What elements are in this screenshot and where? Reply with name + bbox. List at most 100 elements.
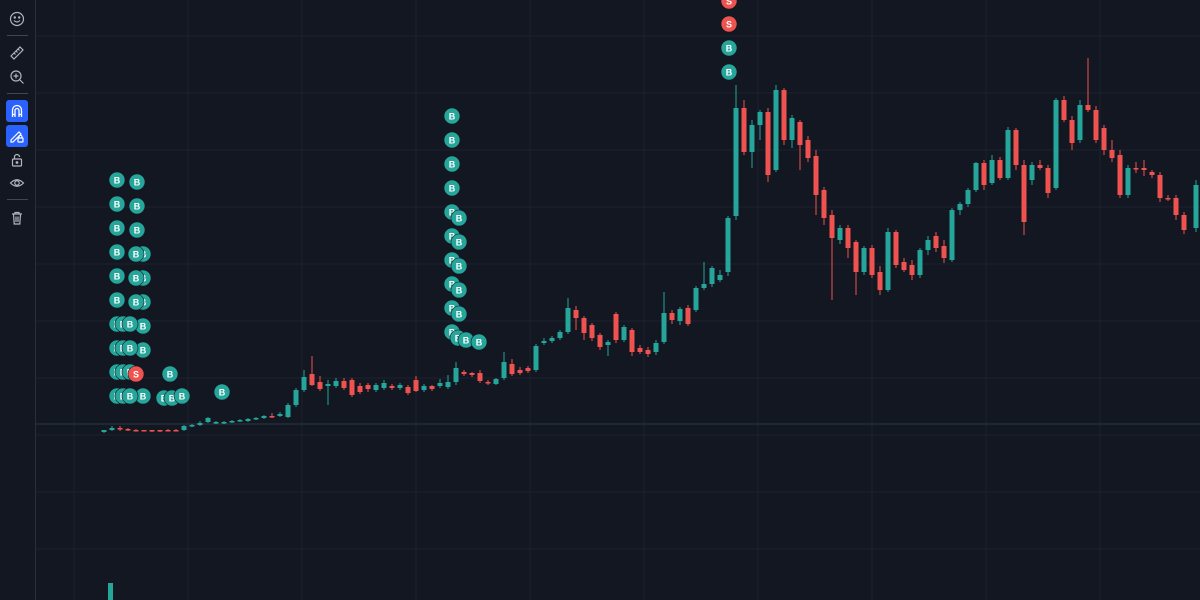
- candle-body: [189, 425, 195, 427]
- candle-body: [357, 386, 363, 392]
- buy-marker-label: B: [133, 298, 140, 308]
- buy-marker-label: B: [114, 272, 121, 282]
- candle-body: [581, 318, 587, 333]
- candle-body: [1013, 130, 1019, 165]
- buy-marker: [121, 315, 139, 333]
- candle-body: [405, 387, 411, 393]
- candle-body: [101, 430, 107, 432]
- candle-body: [221, 422, 227, 424]
- candle-body: [229, 421, 235, 423]
- candle-body: [389, 386, 395, 388]
- candle-body: [781, 90, 787, 140]
- candle-body: [845, 228, 851, 248]
- buy-marker: [161, 365, 179, 383]
- candle-body: [1093, 110, 1099, 140]
- toolbar-divider: [7, 35, 28, 36]
- buy-marker: [121, 387, 139, 405]
- chart-canvas[interactable]: BBBBBBBBBBBBBBBBBBBBBBBBBBBBBBSBBBBBBBBB…: [36, 0, 1200, 600]
- candle-body: [821, 190, 827, 218]
- candle-body: [813, 156, 819, 195]
- candle-body: [533, 346, 539, 370]
- buy-marker-label: B: [449, 136, 456, 146]
- candle-body: [125, 429, 131, 431]
- buy-marker-label: B: [456, 214, 463, 224]
- buy-marker-label: B: [169, 394, 176, 404]
- buy-marker-label: B: [449, 112, 456, 122]
- buy-marker-label: B: [114, 296, 121, 306]
- candle-body: [877, 272, 883, 290]
- emoji-icon[interactable]: [6, 8, 28, 30]
- left-toolbar: [0, 0, 36, 600]
- buy-marker: [443, 131, 461, 149]
- buy-marker: [450, 209, 468, 227]
- candle-body: [1045, 168, 1051, 193]
- buy-marker: [443, 107, 461, 125]
- candle-body: [573, 310, 579, 318]
- candle-body: [309, 374, 315, 385]
- candle-body: [893, 232, 899, 265]
- lock-icon[interactable]: [6, 149, 28, 171]
- candle-body: [245, 419, 251, 421]
- candle-body: [173, 430, 179, 432]
- buy-marker-label: B: [463, 336, 470, 346]
- sell-marker-label: S: [133, 370, 139, 380]
- buy-marker: [108, 243, 126, 261]
- candle-body: [909, 265, 915, 275]
- buy-marker-label: B: [133, 250, 140, 260]
- buy-marker-label: B: [134, 202, 141, 212]
- candle-body: [133, 430, 139, 432]
- buy-marker: [450, 281, 468, 299]
- lock-drawing-icon[interactable]: [6, 125, 28, 147]
- candle-body: [805, 140, 811, 158]
- buy-marker: [108, 267, 126, 285]
- buy-marker: [108, 171, 126, 189]
- candle-body: [413, 380, 419, 391]
- buy-marker-label: B: [456, 262, 463, 272]
- buy-marker: [127, 245, 145, 263]
- candle-body: [1101, 128, 1107, 150]
- magnet-icon[interactable]: [6, 100, 28, 122]
- candle-body: [557, 332, 563, 338]
- candle-body: [589, 325, 595, 338]
- candle-body: [149, 430, 155, 432]
- candle-body: [157, 430, 163, 432]
- candle-body: [421, 386, 427, 390]
- buy-marker-label: B: [449, 232, 456, 242]
- candle-body: [253, 418, 259, 420]
- candle-body: [373, 385, 379, 390]
- price-chart[interactable]: BBBBBBBBBBBBBBBBBBBBBBBBBBBBBBSBBBBBBBBB…: [36, 0, 1200, 600]
- buy-marker: [450, 233, 468, 251]
- buy-marker: [108, 219, 126, 237]
- candle-body: [301, 377, 307, 390]
- volume-bar: [108, 583, 113, 600]
- buy-marker: [127, 269, 145, 287]
- ruler-icon[interactable]: [6, 42, 28, 64]
- trash-icon[interactable]: [6, 207, 28, 229]
- candle-body: [1125, 168, 1131, 195]
- buy-marker-label: B: [726, 68, 733, 78]
- candle-body: [1053, 100, 1059, 188]
- candle-body: [437, 383, 443, 386]
- buy-marker: [121, 339, 139, 357]
- candle-body: [717, 275, 723, 280]
- candle-body: [669, 313, 675, 320]
- candle-body: [549, 338, 555, 341]
- sell-marker: [720, 0, 738, 10]
- zoom-in-icon[interactable]: [6, 66, 28, 88]
- candle-body: [429, 386, 435, 389]
- candle-body: [741, 108, 747, 152]
- candle-body: [797, 122, 803, 145]
- candle-body: [853, 242, 859, 272]
- candle-body: [1117, 155, 1123, 195]
- candle-body: [1141, 168, 1147, 170]
- candle-body: [605, 342, 611, 345]
- candle-body: [837, 228, 843, 240]
- candle-body: [445, 382, 451, 387]
- buy-marker-label: B: [114, 200, 121, 210]
- candle-body: [989, 160, 995, 183]
- candle-body: [333, 381, 339, 386]
- candle-body: [325, 384, 331, 386]
- candle-body: [973, 163, 979, 190]
- eye-icon[interactable]: [6, 172, 28, 194]
- candle-body: [349, 380, 355, 395]
